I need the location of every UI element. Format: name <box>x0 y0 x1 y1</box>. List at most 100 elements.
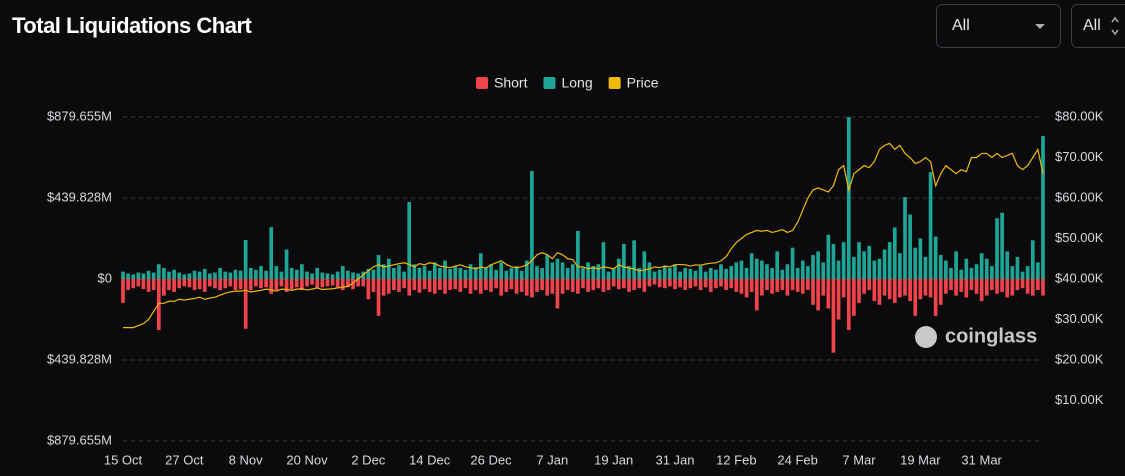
bar <box>581 267 585 279</box>
chart-title: Total Liquidations Chart <box>12 13 253 38</box>
bar <box>611 279 616 287</box>
bar <box>637 267 642 279</box>
bar <box>427 279 432 292</box>
bar <box>121 271 125 279</box>
bar <box>555 279 560 309</box>
bar <box>775 279 780 292</box>
bar <box>586 279 590 292</box>
bar <box>1015 279 1020 291</box>
bar <box>560 262 565 279</box>
bar <box>867 245 872 279</box>
bar <box>724 279 728 291</box>
select-box[interactable] <box>1071 4 1125 48</box>
bar <box>800 260 805 279</box>
bar <box>279 271 284 279</box>
bar <box>678 279 682 288</box>
bar <box>565 279 570 291</box>
bar <box>300 264 304 279</box>
bar <box>719 264 723 279</box>
x-tick-label: 19 Jan <box>594 452 633 467</box>
bar <box>545 255 550 279</box>
bar <box>688 279 693 289</box>
bar <box>826 234 831 279</box>
select-box[interactable] <box>936 4 1061 48</box>
bar <box>254 279 258 287</box>
x-tick-label: 2 Dec <box>351 452 385 467</box>
bar <box>703 271 708 279</box>
bar <box>458 279 463 292</box>
x-tick-label: 12 Feb <box>716 452 756 467</box>
bar <box>1025 279 1030 294</box>
bar <box>432 262 437 279</box>
bar <box>402 279 406 289</box>
bar <box>238 270 243 279</box>
bar <box>223 271 228 279</box>
bar <box>708 267 713 279</box>
bar <box>489 279 493 292</box>
bar <box>208 279 212 287</box>
bar <box>535 266 539 279</box>
bar <box>918 279 923 300</box>
legend-label: Long <box>561 75 592 91</box>
bar <box>499 262 504 279</box>
bar <box>305 279 309 287</box>
bar <box>811 279 815 305</box>
bar <box>887 279 892 300</box>
bar <box>381 264 386 279</box>
bar <box>836 260 841 279</box>
bar <box>376 255 381 279</box>
bar <box>530 170 534 279</box>
bar <box>310 273 314 279</box>
bar <box>974 264 979 279</box>
bar <box>673 264 677 279</box>
bar <box>944 260 948 279</box>
x-tick-label: 31 Mar <box>961 452 1002 467</box>
bar <box>1020 279 1025 289</box>
bar <box>979 253 984 279</box>
bar <box>908 279 912 302</box>
bar <box>412 264 417 279</box>
bar <box>315 279 320 289</box>
bar <box>714 279 718 289</box>
bar <box>397 265 401 279</box>
bar <box>969 279 974 291</box>
bar <box>678 271 682 279</box>
bar <box>657 279 662 288</box>
bar <box>642 251 647 279</box>
bar <box>213 272 217 279</box>
bar <box>478 253 483 279</box>
bar <box>330 274 335 279</box>
bar <box>366 268 371 279</box>
bar <box>754 258 759 279</box>
select-value[interactable]: All <box>952 17 970 34</box>
y-tick-label: $439.828M <box>47 189 112 204</box>
bar <box>882 249 887 279</box>
bar <box>509 279 514 290</box>
bar <box>417 279 422 293</box>
bar <box>162 267 166 279</box>
bar <box>264 279 268 288</box>
bar <box>708 279 713 292</box>
select-value[interactable]: All <box>1083 17 1101 34</box>
bar <box>611 267 616 279</box>
bar <box>509 267 514 279</box>
legend-swatch <box>476 77 488 89</box>
bar <box>632 240 636 279</box>
bar <box>407 279 412 296</box>
bar <box>463 279 468 289</box>
bar <box>305 271 309 279</box>
bar <box>647 279 652 287</box>
bar <box>248 267 253 279</box>
bar <box>734 262 739 279</box>
bar <box>616 279 621 290</box>
bar <box>346 270 350 279</box>
y2-tick-label: $80.00K <box>1055 108 1104 123</box>
y2-tick-label: $50.00K <box>1055 230 1104 245</box>
bar <box>821 262 826 279</box>
bar <box>872 279 877 302</box>
bar <box>903 279 907 296</box>
bar <box>662 266 667 279</box>
bar <box>560 279 565 294</box>
bar <box>790 279 795 291</box>
bar <box>765 264 769 279</box>
